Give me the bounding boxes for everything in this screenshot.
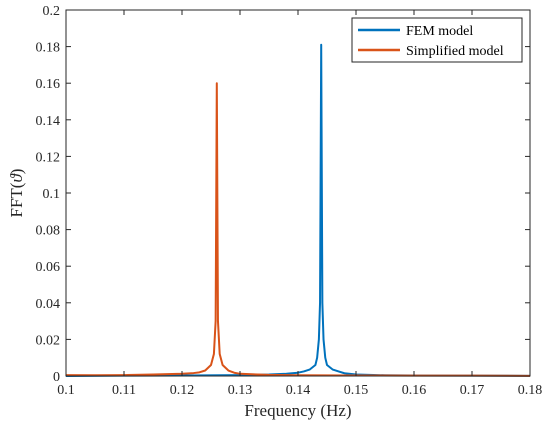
- series-line-simplified-model: [65, 82, 531, 377]
- plot-area: [66, 10, 530, 376]
- x-tick-label: 0.16: [402, 383, 427, 398]
- y-tick-label: 0: [53, 370, 60, 385]
- x-tick-label: 0.12: [170, 383, 195, 398]
- x-ticks: 0.1 0.11 0.12 0.13 0.14 0.15 0.16 0.17 0.18: [57, 10, 542, 398]
- x-tick-label: 0.11: [112, 383, 136, 398]
- legend: FEM model Simplified model: [351, 17, 523, 63]
- y-tick-label: 0.02: [36, 333, 61, 348]
- x-tick-label: 0.13: [228, 383, 253, 398]
- legend-box: [351, 17, 523, 63]
- y-axis-label-suffix: ): [7, 169, 26, 175]
- y-axis-label-symbol: ϑ: [7, 173, 26, 183]
- x-tick-label: 0.18: [518, 383, 543, 398]
- x-tick-label: 0.1: [57, 383, 75, 398]
- x-axis-label: Frequency (Hz): [244, 401, 351, 420]
- y-tick-label: 0.14: [36, 114, 61, 129]
- x-tick-label: 0.17: [460, 383, 485, 398]
- legend-label-fem-model: FEM model: [406, 24, 473, 39]
- x-tick-label: 0.14: [286, 383, 311, 398]
- y-tick-label: 0.16: [36, 77, 61, 92]
- y-tick-label: 0.06: [36, 260, 61, 275]
- y-tick-label: 0.2: [43, 4, 61, 19]
- x-tick-label: 0.15: [344, 383, 369, 398]
- y-axis-label: FFT(ϑ): [7, 169, 26, 218]
- series-layer: [65, 43, 531, 377]
- legend-label-simplified-model: Simplified model: [406, 44, 504, 59]
- y-tick-label: 0.04: [36, 297, 61, 312]
- y-ticks: 0 0.02 0.04 0.06 0.08 0.1 0.12 0.14 0.16 0.18 0.2: [36, 4, 530, 385]
- y-tick-label: 0.18: [36, 41, 61, 56]
- y-tick-label: 0.08: [36, 224, 61, 239]
- y-tick-label: 0.12: [36, 150, 61, 165]
- y-axis-label-prefix: FFT(: [7, 182, 26, 217]
- y-tick-label: 0.1: [43, 187, 61, 202]
